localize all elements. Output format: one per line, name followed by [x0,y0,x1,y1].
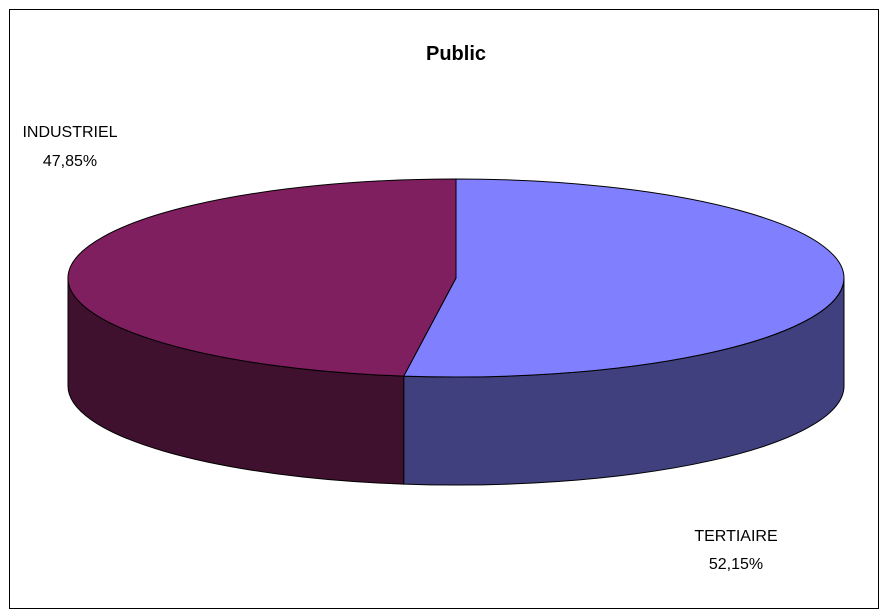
pie-top [67,178,845,378]
slice-label-industriel: INDUSTRIEL [22,124,117,141]
slice-value-industriel: 47,85% [43,153,97,170]
slice-label-tertiaire: TERTIAIRE [694,528,777,545]
chart-title: Public [426,43,486,65]
slice-value-tertiaire: 52,15% [709,556,763,573]
pie-slice-tertiaire [402,178,845,378]
pie-slice-industriel [67,178,457,377]
